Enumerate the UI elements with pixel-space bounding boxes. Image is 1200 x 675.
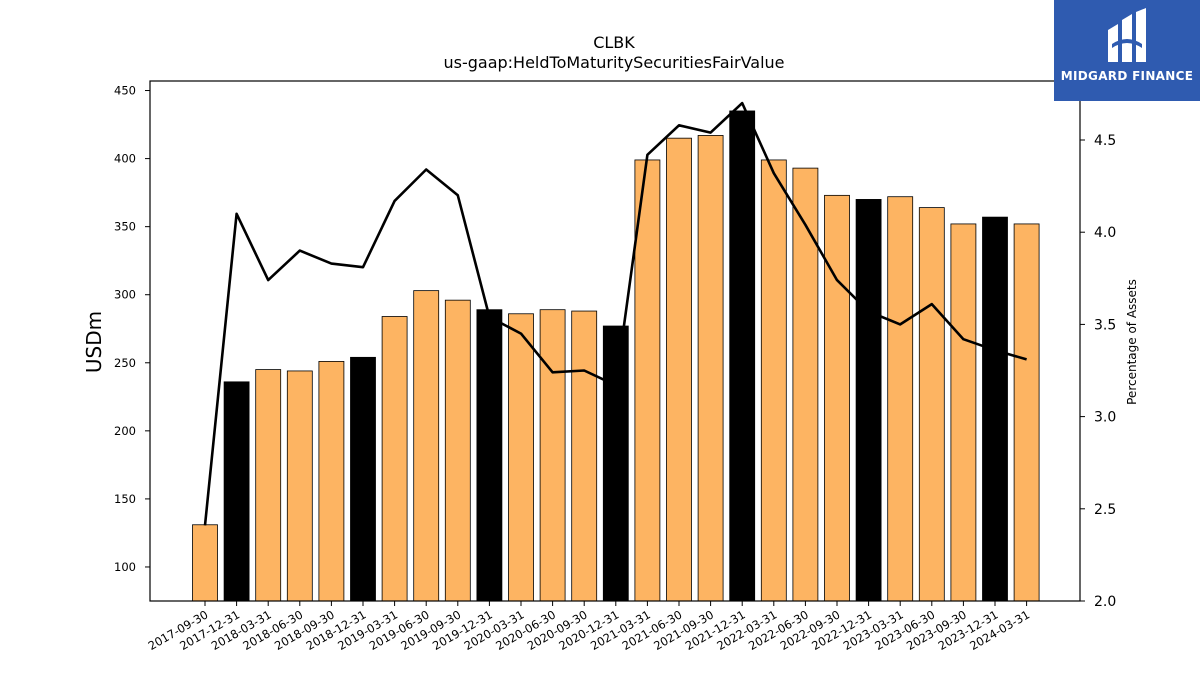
chart-title: CLBK	[593, 33, 635, 52]
logo-mark-icon	[1108, 8, 1146, 62]
bar-2018-09-30	[318, 361, 345, 602]
bar-2017-09-30	[192, 524, 218, 602]
y-tick-label-left: 400	[114, 152, 136, 166]
bars-group	[192, 110, 1040, 602]
y-axis-label-left: USDm	[82, 311, 106, 373]
y-tick-label-right: 3.0	[1094, 410, 1116, 426]
bar-2023-09-30	[950, 223, 977, 602]
y-tick-label-left: 350	[114, 220, 136, 234]
y-tick-label-left: 450	[114, 84, 136, 98]
y-axis-label-right: Percentage of Assets	[1125, 279, 1139, 405]
bar-2020-12-31	[602, 325, 629, 602]
bar-2020-06-30	[539, 309, 566, 602]
x-axis: 2017-09-302017-12-312018-03-312018-06-30…	[146, 601, 1032, 653]
brand-logo: MIDGARD FINANCE	[1054, 0, 1200, 101]
line-group	[203, 101, 1027, 526]
series-line-percentage	[203, 101, 1027, 526]
y-axis-left: 100 150 200 250 300 350 400 450	[114, 84, 150, 574]
y-tick-label-right: 3.5	[1094, 317, 1116, 333]
bar-2023-06-30	[918, 207, 945, 602]
y-tick-label-left: 100	[114, 560, 136, 574]
y-tick-label-left: 300	[114, 288, 136, 302]
bar-2019-09-30	[444, 299, 471, 602]
bar-2019-03-31	[381, 316, 408, 602]
bar-2019-06-30	[413, 290, 440, 602]
y-tick-label-left: 200	[114, 424, 136, 438]
logo-text: MIDGARD FINANCE	[1060, 69, 1194, 83]
bar-2021-06-30	[666, 137, 692, 602]
plot-frame	[149, 80, 1081, 602]
bar-2021-03-31	[634, 159, 661, 602]
bar-2021-12-31	[729, 110, 756, 602]
bar-2024-03-31	[1013, 223, 1040, 602]
bar-2023-12-31	[982, 216, 1008, 602]
chart-subtitle: us-gaap:HeldToMaturitySecuritiesFairValu…	[443, 53, 784, 72]
y-tick-label-right: 2.0	[1094, 594, 1116, 610]
bar-2020-09-30	[571, 310, 598, 602]
y-axis-right: 2.0 2.5 3.0 3.5 4.0 4.5	[1080, 133, 1116, 610]
y-tick-label-right: 4.5	[1094, 133, 1116, 149]
bar-2020-03-31	[508, 313, 534, 602]
bar-2022-12-31	[855, 199, 882, 602]
bar-2022-09-30	[824, 194, 850, 602]
bar-2019-12-31	[476, 309, 503, 602]
bar-2022-06-30	[792, 167, 819, 602]
bar-2018-03-31	[255, 369, 282, 602]
y-tick-label-right: 2.5	[1094, 502, 1116, 518]
bar-2018-06-30	[286, 370, 313, 602]
bar-2023-03-31	[887, 196, 914, 602]
y-tick-label-left: 250	[114, 356, 136, 370]
bar-2018-12-31	[350, 356, 376, 602]
y-tick-label-left: 150	[114, 492, 136, 506]
y-tick-label-right: 4.0	[1094, 225, 1116, 241]
bar-2022-03-31	[760, 159, 787, 602]
bar-2021-09-30	[697, 135, 724, 602]
bar-2017-12-31	[223, 381, 250, 602]
